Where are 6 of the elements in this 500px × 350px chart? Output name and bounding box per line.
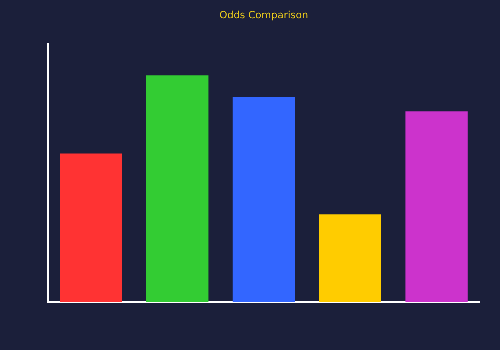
bar	[146, 76, 209, 302]
chart-title: Odds Comparison	[220, 10, 308, 22]
bar	[232, 97, 296, 302]
bar	[60, 154, 122, 302]
bar	[406, 112, 468, 302]
bar	[319, 214, 382, 302]
